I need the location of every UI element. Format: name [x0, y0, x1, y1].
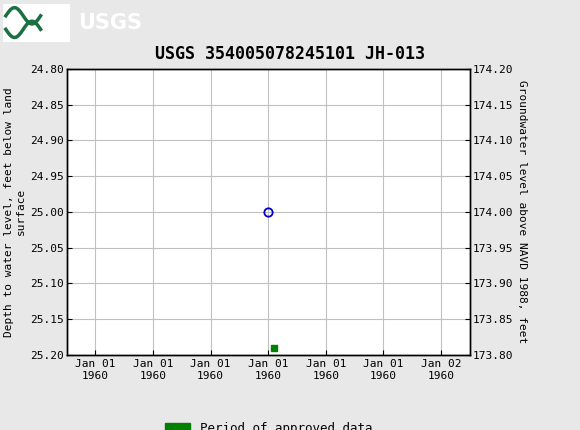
Y-axis label: Depth to water level, feet below land
surface: Depth to water level, feet below land su…	[5, 87, 26, 337]
Legend: Period of approved data: Period of approved data	[160, 417, 377, 430]
Bar	[3, 3, 70, 42]
Text: USGS 354005078245101 JH-013: USGS 354005078245101 JH-013	[155, 45, 425, 63]
Text: USGS: USGS	[78, 12, 142, 33]
Y-axis label: Groundwater level above NAVD 1988, feet: Groundwater level above NAVD 1988, feet	[517, 80, 527, 344]
